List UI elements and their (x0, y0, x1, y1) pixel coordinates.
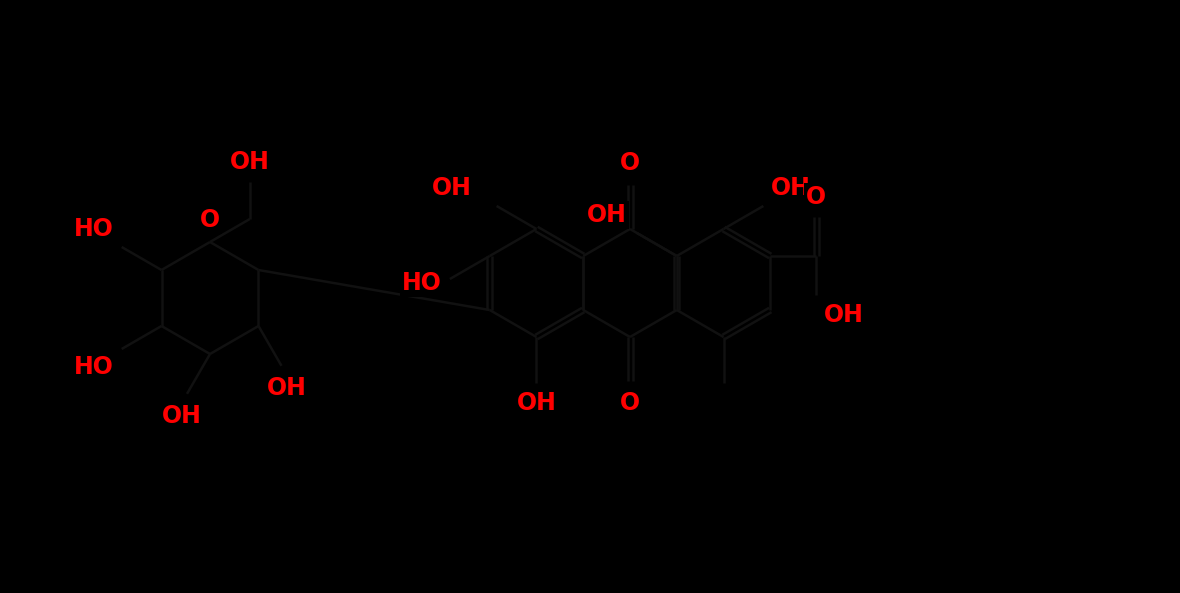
Text: O: O (620, 391, 640, 415)
Text: OH: OH (432, 176, 472, 200)
Text: OH: OH (588, 203, 627, 227)
Text: OH: OH (162, 404, 202, 428)
Text: HO: HO (402, 271, 441, 295)
Text: OH: OH (517, 391, 557, 415)
Text: O: O (806, 185, 826, 209)
Text: O: O (620, 151, 640, 175)
Text: HO: HO (74, 355, 113, 379)
Text: OH: OH (267, 376, 307, 400)
Text: OH: OH (825, 303, 864, 327)
Text: HO: HO (74, 217, 113, 241)
Text: OH: OH (230, 150, 270, 174)
Text: OH: OH (772, 176, 811, 200)
Text: O: O (199, 208, 219, 232)
